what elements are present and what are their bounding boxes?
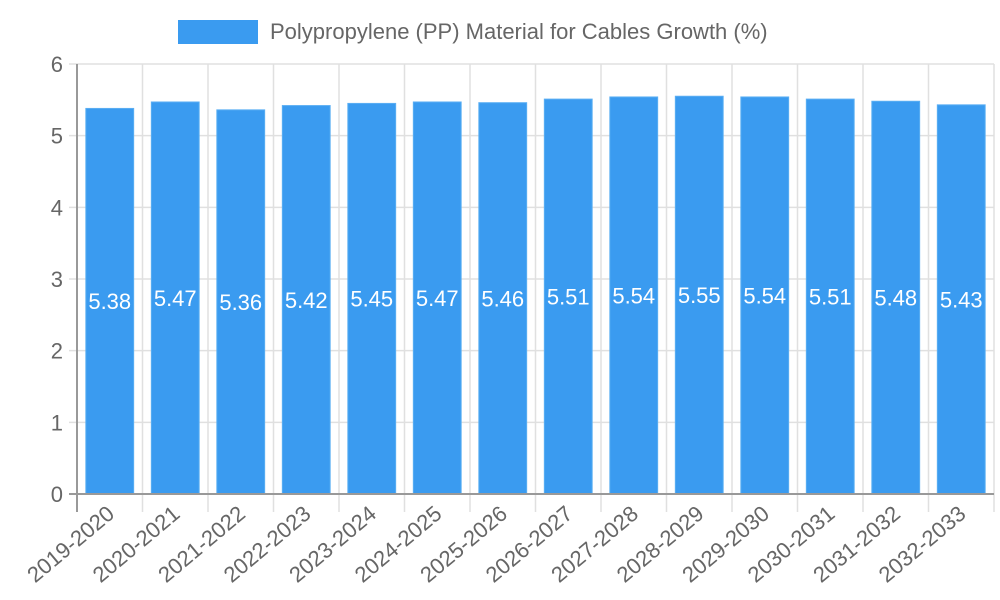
bar-value-label: 5.51 — [547, 285, 590, 310]
bar-value-label: 5.43 — [940, 287, 983, 312]
bar-value-label: 5.48 — [874, 286, 917, 311]
bar[interactable] — [609, 96, 659, 495]
bar[interactable] — [412, 101, 462, 495]
bar-value-label: 5.42 — [285, 288, 328, 313]
y-tick-label: 3 — [51, 267, 63, 292]
bar[interactable] — [347, 102, 397, 495]
bar[interactable] — [478, 102, 528, 495]
bar[interactable] — [150, 101, 200, 495]
y-tick-label: 1 — [51, 410, 63, 435]
bar[interactable] — [281, 105, 331, 495]
y-tick-label: 4 — [51, 195, 63, 220]
bar-value-label: 5.54 — [612, 283, 655, 308]
legend-swatch — [178, 20, 258, 44]
bar-value-label: 5.46 — [481, 286, 524, 311]
bar-value-label: 5.38 — [88, 289, 131, 314]
bar[interactable] — [85, 107, 135, 495]
bar[interactable] — [871, 100, 921, 495]
y-tick-label: 5 — [51, 124, 63, 149]
y-tick-label: 2 — [51, 339, 63, 364]
bar-value-label: 5.51 — [809, 285, 852, 310]
legend-label: Polypropylene (PP) Material for Cables G… — [270, 19, 768, 44]
bar-value-label: 5.55 — [678, 283, 721, 308]
bar[interactable] — [674, 95, 724, 495]
bar[interactable] — [805, 98, 855, 495]
bar[interactable] — [740, 96, 790, 495]
bar-value-label: 5.54 — [743, 283, 786, 308]
y-tick-label: 6 — [51, 52, 63, 77]
bar-value-label: 5.45 — [350, 287, 393, 312]
bar-value-label: 5.47 — [416, 286, 459, 311]
bar[interactable] — [936, 104, 986, 495]
bar-value-label: 5.36 — [219, 290, 262, 315]
bar-value-label: 5.47 — [154, 286, 197, 311]
chart-legend[interactable]: Polypropylene (PP) Material for Cables G… — [178, 18, 768, 46]
y-tick-label: 0 — [51, 482, 63, 507]
